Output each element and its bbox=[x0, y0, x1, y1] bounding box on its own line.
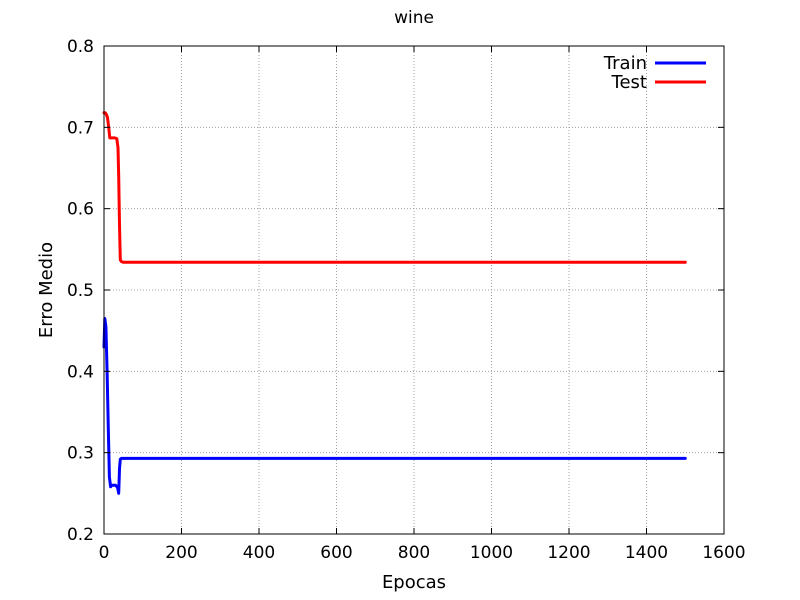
y-tick-label: 0.5 bbox=[67, 281, 94, 301]
chart-title: wine bbox=[394, 8, 434, 28]
y-tick-label: 0.6 bbox=[67, 200, 94, 220]
y-axis-label: Erro Medio bbox=[36, 242, 57, 338]
x-tick-label: 1400 bbox=[625, 543, 668, 563]
y-tick-label: 0.8 bbox=[67, 37, 94, 57]
legend-label-test: Test bbox=[611, 72, 647, 93]
grid bbox=[104, 46, 724, 534]
x-tick-label: 800 bbox=[398, 543, 430, 563]
x-tick-label: 1000 bbox=[470, 543, 513, 563]
y-tick-label: 0.3 bbox=[67, 444, 94, 464]
y-tick-label: 0.7 bbox=[67, 118, 94, 138]
y-tick-label: 0.4 bbox=[67, 362, 94, 382]
y-tick-label: 0.2 bbox=[67, 525, 94, 545]
x-axis-label: Epocas bbox=[382, 572, 446, 593]
legend-label-train: Train bbox=[603, 53, 647, 74]
series-group bbox=[102, 111, 687, 495]
ticks: 0 200 400 600 800 1000 1200 1400 1600 0.2 0.3 0.4 0.… bbox=[67, 37, 746, 563]
x-tick-label: 400 bbox=[243, 543, 275, 563]
x-tick-label: 600 bbox=[320, 543, 352, 563]
series-line-train bbox=[102, 317, 687, 495]
x-tick-label: 200 bbox=[165, 543, 197, 563]
x-tick-label: 1200 bbox=[547, 543, 590, 563]
x-tick-label: 0 bbox=[99, 543, 110, 563]
series-line-test bbox=[102, 111, 687, 264]
x-tick-label: 1600 bbox=[702, 543, 745, 563]
